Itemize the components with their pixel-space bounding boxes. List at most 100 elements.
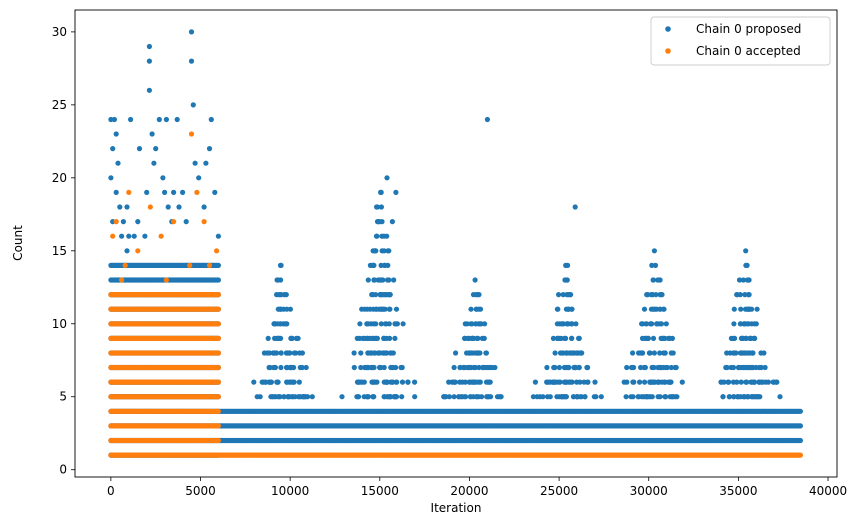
proposed-point bbox=[115, 160, 121, 166]
proposed-point bbox=[278, 277, 284, 283]
proposed-point bbox=[215, 262, 221, 268]
proposed-point bbox=[498, 394, 504, 400]
proposed-point bbox=[486, 394, 492, 400]
accepted-point bbox=[797, 452, 804, 458]
proposed-point bbox=[473, 321, 479, 327]
proposed-point bbox=[576, 335, 582, 341]
proposed-point bbox=[212, 189, 218, 195]
proposed-point bbox=[749, 321, 755, 327]
proposed-point bbox=[552, 350, 558, 356]
proposed-point bbox=[663, 394, 669, 400]
proposed-point bbox=[206, 146, 213, 152]
proposed-point bbox=[657, 394, 663, 400]
proposed-point bbox=[382, 262, 388, 268]
proposed-point bbox=[262, 379, 269, 385]
proposed-point bbox=[291, 364, 297, 371]
proposed-point bbox=[648, 292, 654, 298]
proposed-point bbox=[738, 306, 744, 312]
proposed-point bbox=[750, 350, 756, 356]
proposed-point bbox=[641, 306, 648, 312]
proposed-point bbox=[630, 350, 636, 356]
proposed-point bbox=[264, 350, 270, 356]
proposed-point bbox=[351, 364, 357, 371]
proposed-point bbox=[532, 379, 539, 385]
proposed-point bbox=[398, 364, 404, 371]
proposed-point bbox=[376, 219, 382, 225]
proposed-point bbox=[479, 335, 485, 341]
proposed-point bbox=[299, 364, 305, 371]
proposed-point bbox=[650, 335, 657, 341]
proposed-point bbox=[358, 350, 364, 356]
proposed-point bbox=[598, 394, 604, 400]
proposed-point bbox=[565, 292, 572, 298]
proposed-point bbox=[275, 379, 281, 385]
proposed-point bbox=[640, 321, 646, 327]
proposed-point bbox=[399, 394, 405, 400]
proposed-point bbox=[365, 394, 371, 400]
proposed-point bbox=[797, 408, 804, 414]
proposed-point bbox=[530, 394, 537, 400]
proposed-point bbox=[215, 233, 221, 239]
proposed-point bbox=[565, 262, 571, 268]
accepted-point bbox=[215, 423, 221, 429]
proposed-point bbox=[581, 379, 587, 385]
proposed-point bbox=[365, 350, 371, 356]
proposed-point bbox=[257, 394, 263, 400]
proposed-point bbox=[370, 394, 376, 400]
proposed-point bbox=[277, 321, 283, 327]
proposed-point bbox=[537, 394, 543, 400]
proposed-point bbox=[666, 379, 672, 385]
proposed-point bbox=[668, 350, 674, 356]
proposed-point bbox=[544, 364, 550, 371]
proposed-point bbox=[484, 116, 490, 123]
proposed-point bbox=[487, 364, 493, 371]
proposed-point bbox=[359, 306, 365, 312]
proposed-point bbox=[274, 335, 280, 341]
proposed-point bbox=[301, 394, 307, 400]
proposed-point bbox=[451, 364, 457, 371]
proposed-point bbox=[386, 292, 392, 298]
proposed-point bbox=[373, 306, 380, 312]
proposed-point bbox=[265, 335, 271, 341]
proposed-point bbox=[569, 350, 576, 356]
proposed-point bbox=[556, 394, 562, 400]
proposed-point bbox=[386, 306, 392, 312]
proposed-point bbox=[162, 189, 168, 195]
proposed-point bbox=[381, 233, 387, 239]
proposed-point bbox=[382, 394, 388, 400]
proposed-point bbox=[399, 379, 406, 385]
proposed-point bbox=[734, 292, 740, 298]
proposed-point bbox=[393, 189, 399, 195]
proposed-point bbox=[165, 204, 171, 210]
proposed-point bbox=[446, 379, 452, 385]
proposed-point bbox=[545, 379, 551, 385]
proposed-point bbox=[146, 87, 152, 93]
proposed-point bbox=[554, 321, 561, 327]
proposed-point bbox=[364, 306, 370, 312]
proposed-point bbox=[365, 277, 371, 283]
proposed-point bbox=[650, 306, 656, 312]
proposed-point bbox=[730, 364, 737, 371]
proposed-point bbox=[731, 306, 737, 312]
proposed-point bbox=[650, 277, 656, 283]
proposed-point bbox=[174, 116, 180, 123]
proposed-point bbox=[110, 146, 116, 152]
proposed-point bbox=[650, 379, 656, 385]
proposed-point bbox=[642, 364, 649, 371]
proposed-point bbox=[756, 364, 762, 371]
proposed-point bbox=[475, 335, 481, 341]
proposed-point bbox=[380, 292, 386, 298]
proposed-point bbox=[303, 364, 309, 371]
proposed-point bbox=[470, 394, 476, 400]
proposed-point bbox=[630, 379, 636, 385]
proposed-point bbox=[737, 321, 744, 327]
proposed-point bbox=[476, 364, 482, 371]
proposed-point bbox=[146, 58, 152, 64]
proposed-point bbox=[465, 335, 471, 341]
proposed-point bbox=[745, 394, 751, 400]
proposed-point bbox=[726, 379, 732, 385]
proposed-point bbox=[743, 262, 749, 268]
proposed-point bbox=[662, 350, 668, 356]
proposed-point bbox=[131, 233, 137, 239]
